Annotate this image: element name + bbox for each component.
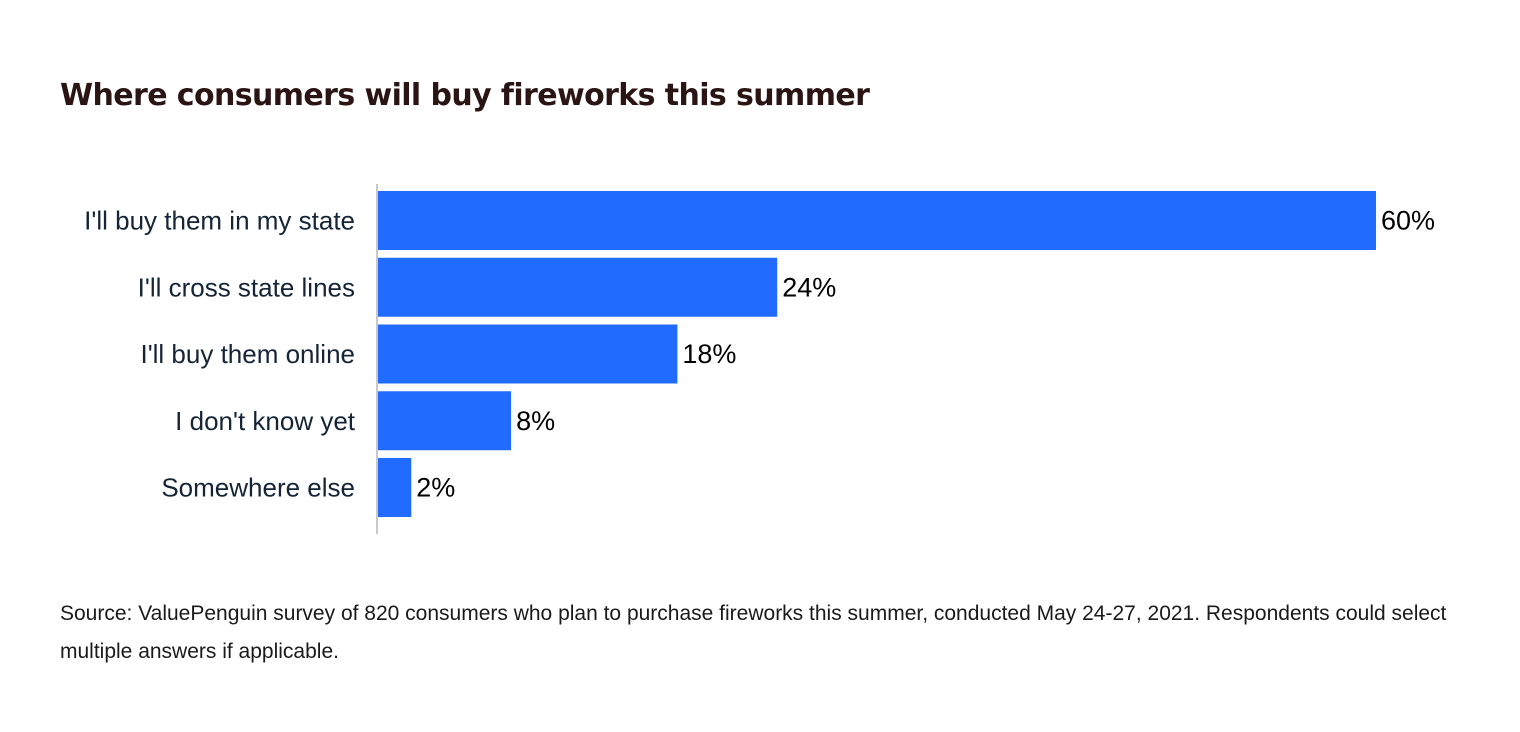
value-labels-layer: 60% 24% 18% 8% 2%: [416, 206, 1435, 503]
bars-layer: [378, 191, 1376, 517]
chart-title: Where consumers will buy fireworks this …: [60, 78, 870, 113]
category-label: I don't know yet: [175, 406, 356, 436]
bar: [378, 257, 778, 317]
category-label: I'll buy them in my state: [84, 206, 355, 236]
bar: [378, 324, 678, 384]
category-label: I'll cross state lines: [138, 272, 355, 302]
category-label: Somewhere else: [161, 473, 355, 503]
value-label: 8%: [516, 406, 555, 436]
category-labels-layer: I'll buy them in my state I'll cross stat…: [84, 206, 356, 503]
value-label: 2%: [416, 473, 455, 503]
value-label: 60%: [1381, 206, 1435, 236]
source-note: Source: ValuePenguin survey of 820 consu…: [60, 602, 1447, 663]
bar: [378, 458, 412, 517]
value-label: 18%: [682, 339, 736, 369]
bar: [378, 191, 1376, 250]
category-label: I'll buy them online: [140, 339, 355, 369]
bar: [378, 391, 512, 451]
value-label: 24%: [782, 272, 836, 302]
bar-chart: I'll buy them in my state I'll cross stat…: [84, 184, 1435, 534]
